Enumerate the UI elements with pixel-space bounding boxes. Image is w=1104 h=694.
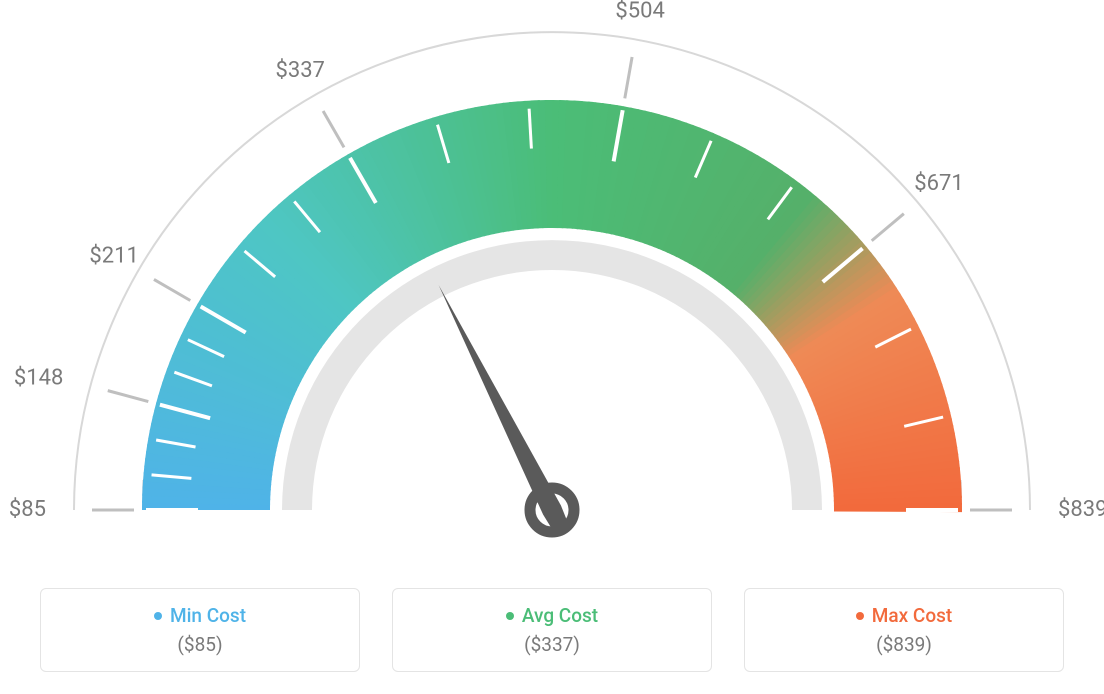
legend-value: ($337) <box>393 633 711 656</box>
legend-label: Min Cost <box>170 604 246 627</box>
tick-label: $85 <box>9 497 46 522</box>
legend-card: Avg Cost ($337) <box>392 588 712 672</box>
major-tick <box>625 57 632 98</box>
tick-label: $839 <box>1058 497 1104 522</box>
legend-label: Max Cost <box>872 604 952 627</box>
legend-title: Avg Cost <box>393 604 711 627</box>
legend-dot-icon <box>856 612 864 620</box>
legend-title: Max Cost <box>745 604 1063 627</box>
legend-card: Min Cost ($85) <box>40 588 360 672</box>
tick-label: $211 <box>89 243 138 268</box>
tick-label: $504 <box>615 0 664 24</box>
major-tick <box>154 279 190 300</box>
gauge-svg: $85 $148 $211 $337 $504 $671 $839 <box>0 0 1104 690</box>
legend-dot-icon <box>154 612 162 620</box>
legend-label: Avg Cost <box>522 604 598 627</box>
cost-gauge-chart: $85 $148 $211 $337 $504 $671 $839 Min Cost ($85… <box>0 0 1104 690</box>
legend-dot-icon <box>506 612 514 620</box>
major-tick <box>323 111 344 147</box>
legend-value: ($85) <box>41 633 359 656</box>
legend-row: Min Cost ($85) Avg Cost ($337) Max Cost ($839… <box>0 588 1104 672</box>
needle <box>439 285 570 535</box>
legend-title: Min Cost <box>41 604 359 627</box>
tick-label: $337 <box>275 58 324 83</box>
major-tick <box>872 214 904 241</box>
color-arc <box>142 100 962 512</box>
tick-label: $148 <box>14 366 63 391</box>
legend-value: ($839) <box>745 633 1063 656</box>
tick-label: $671 <box>914 171 963 196</box>
major-tick <box>108 391 149 402</box>
legend-card: Max Cost ($839) <box>744 588 1064 672</box>
